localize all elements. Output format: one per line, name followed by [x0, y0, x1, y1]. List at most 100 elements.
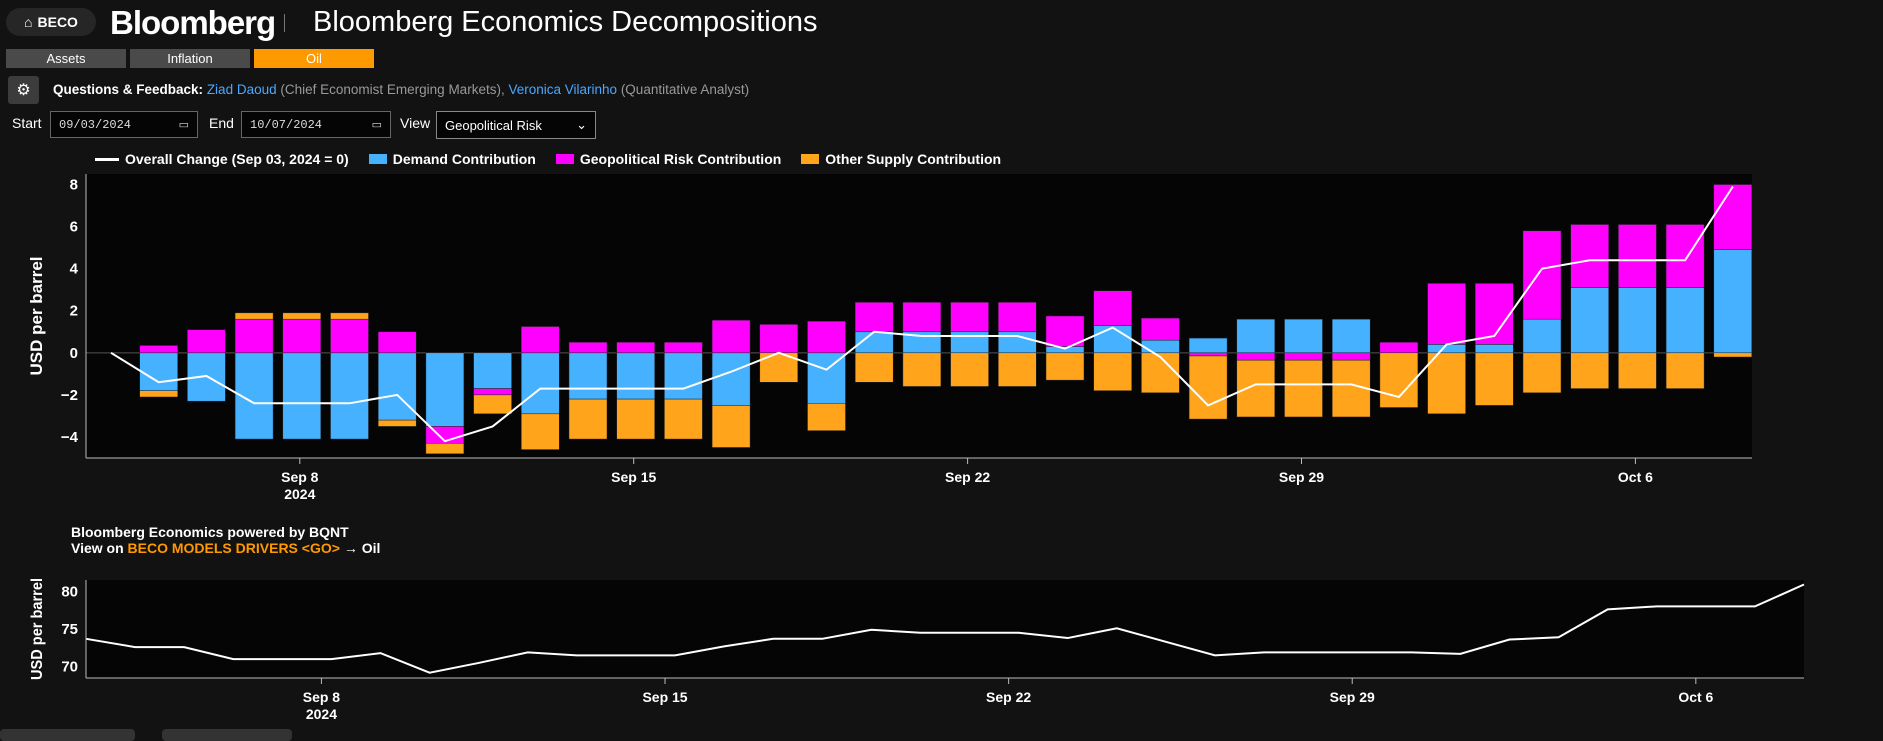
- price-plot-background: [86, 580, 1804, 678]
- footer-button-2[interactable]: [162, 729, 292, 741]
- bar-demand: [521, 352, 560, 415]
- bar-geo: [759, 324, 799, 354]
- bar-geo: [1713, 184, 1753, 250]
- start-label: Start: [12, 115, 42, 131]
- bar-demand: [1045, 346, 1085, 354]
- bar-geo: [711, 319, 751, 354]
- bar-other: [568, 398, 608, 440]
- bar-demand: [568, 352, 608, 400]
- tab-assets[interactable]: Assets: [6, 49, 126, 68]
- legend-swatch-other: [801, 154, 820, 164]
- bar-geo: [664, 342, 703, 354]
- bar-demand: [139, 352, 178, 391]
- bar-other: [854, 352, 894, 383]
- view-select[interactable]: Geopolitical Risk ⌄: [436, 111, 596, 139]
- bar-demand: [807, 352, 846, 404]
- y-tick-label: −4: [61, 429, 79, 446]
- bar-geo: [282, 318, 322, 354]
- credit-block: Bloomberg Economics powered by BQNT View…: [71, 524, 380, 556]
- tab-inflation[interactable]: Inflation: [130, 49, 250, 68]
- end-date-input[interactable]: 10/07/2024 ▭: [241, 111, 391, 138]
- bar-demand: [1713, 249, 1753, 354]
- bar-geo: [998, 302, 1037, 333]
- legend-label-geo: Geopolitical Risk Contribution: [579, 151, 782, 167]
- bar-other: [616, 398, 655, 440]
- bar-other: [282, 312, 322, 320]
- bar-geo: [950, 302, 989, 333]
- bar-demand: [473, 352, 512, 389]
- view-select-value: Geopolitical Risk: [445, 117, 542, 133]
- price-y-tick-label: 70: [61, 659, 78, 676]
- bar-other: [1665, 352, 1705, 389]
- bar-geo: [807, 321, 846, 354]
- bar-other: [1570, 352, 1609, 389]
- x-tick-label: Sep 15: [611, 469, 656, 485]
- legend-label-demand: Demand Contribution: [392, 151, 536, 167]
- contact-link-ziad[interactable]: Ziad Daoud: [206, 82, 277, 97]
- bar-demand: [282, 352, 322, 440]
- bar-other: [1475, 352, 1514, 406]
- credit-command[interactable]: BECO MODELS DRIVERS <GO>: [127, 540, 340, 556]
- bar-other: [1522, 352, 1562, 394]
- tab-oil[interactable]: Oil: [254, 49, 374, 68]
- bar-other: [711, 405, 751, 448]
- bar-geo: [473, 388, 512, 396]
- y-tick-label: 0: [70, 345, 78, 362]
- legend-item-overall[interactable]: Overall Change (Sep 03, 2024 = 0): [95, 151, 349, 167]
- price-x-tick-label: Oct 6: [1678, 689, 1713, 705]
- legend-item-other[interactable]: Other Supply Contribution: [801, 151, 1001, 167]
- legend-item-geo[interactable]: Geopolitical Risk Contribution: [555, 151, 782, 167]
- price-x-tick-label: Sep 15: [642, 689, 687, 705]
- bar-other: [1141, 352, 1180, 394]
- oil-price-line: [85, 583, 1805, 674]
- contact-link-veronica[interactable]: Veronica Vilarinho: [508, 82, 618, 97]
- x-tick-sublabel: 2024: [284, 486, 315, 502]
- bar-other: [1427, 352, 1466, 415]
- bar-geo: [139, 345, 178, 354]
- bar-demand: [1331, 318, 1371, 354]
- legend-swatch-demand: [368, 154, 387, 164]
- bar-other: [950, 352, 989, 387]
- bar-geo: [234, 318, 274, 354]
- start-date-input[interactable]: 09/03/2024 ▭: [50, 111, 198, 138]
- bar-geo: [187, 329, 226, 354]
- bar-geo: [1141, 317, 1180, 341]
- bar-demand: [1665, 287, 1705, 354]
- bar-geo: [1093, 290, 1132, 326]
- legend-item-demand[interactable]: Demand Contribution: [368, 151, 536, 167]
- bar-geo: [616, 342, 655, 354]
- bar-other: [1045, 352, 1085, 381]
- bar-demand: [330, 352, 369, 440]
- footer-button-1[interactable]: [0, 729, 135, 741]
- bar-geo: [521, 326, 560, 354]
- bloomberg-logo: Bloomberg: [110, 4, 276, 41]
- y-tick-label: −2: [61, 387, 78, 404]
- bar-other: [1236, 359, 1276, 418]
- bar-other: [1379, 352, 1419, 408]
- calendar-icon[interactable]: ▭: [178, 119, 189, 132]
- home-button[interactable]: ⌂ BECO: [6, 8, 96, 36]
- bar-geo: [854, 302, 894, 333]
- bar-demand: [950, 331, 989, 354]
- bar-geo: [377, 331, 417, 354]
- end-label: End: [209, 115, 234, 131]
- bar-geo: [902, 302, 942, 333]
- bar-other: [807, 403, 846, 431]
- bar-demand: [1284, 318, 1323, 354]
- end-date-value: 10/07/2024: [250, 117, 323, 132]
- price-x-tick-label: Sep 22: [986, 689, 1031, 705]
- start-date-value: 09/03/2024: [59, 117, 132, 132]
- credit-line2: View on BECO MODELS DRIVERS <GO> → Oil: [71, 540, 380, 556]
- bar-demand: [711, 352, 751, 406]
- calendar-icon[interactable]: ▭: [371, 119, 382, 132]
- legend-swatch-line: [95, 157, 119, 161]
- bar-geo: [1284, 352, 1323, 361]
- view-label: View: [400, 115, 431, 131]
- x-tick-label: Sep 8: [281, 469, 319, 485]
- bar-other: [902, 352, 942, 387]
- bar-other: [330, 312, 369, 320]
- overall-change-line: [110, 186, 1734, 443]
- settings-button[interactable]: ⚙: [8, 76, 39, 104]
